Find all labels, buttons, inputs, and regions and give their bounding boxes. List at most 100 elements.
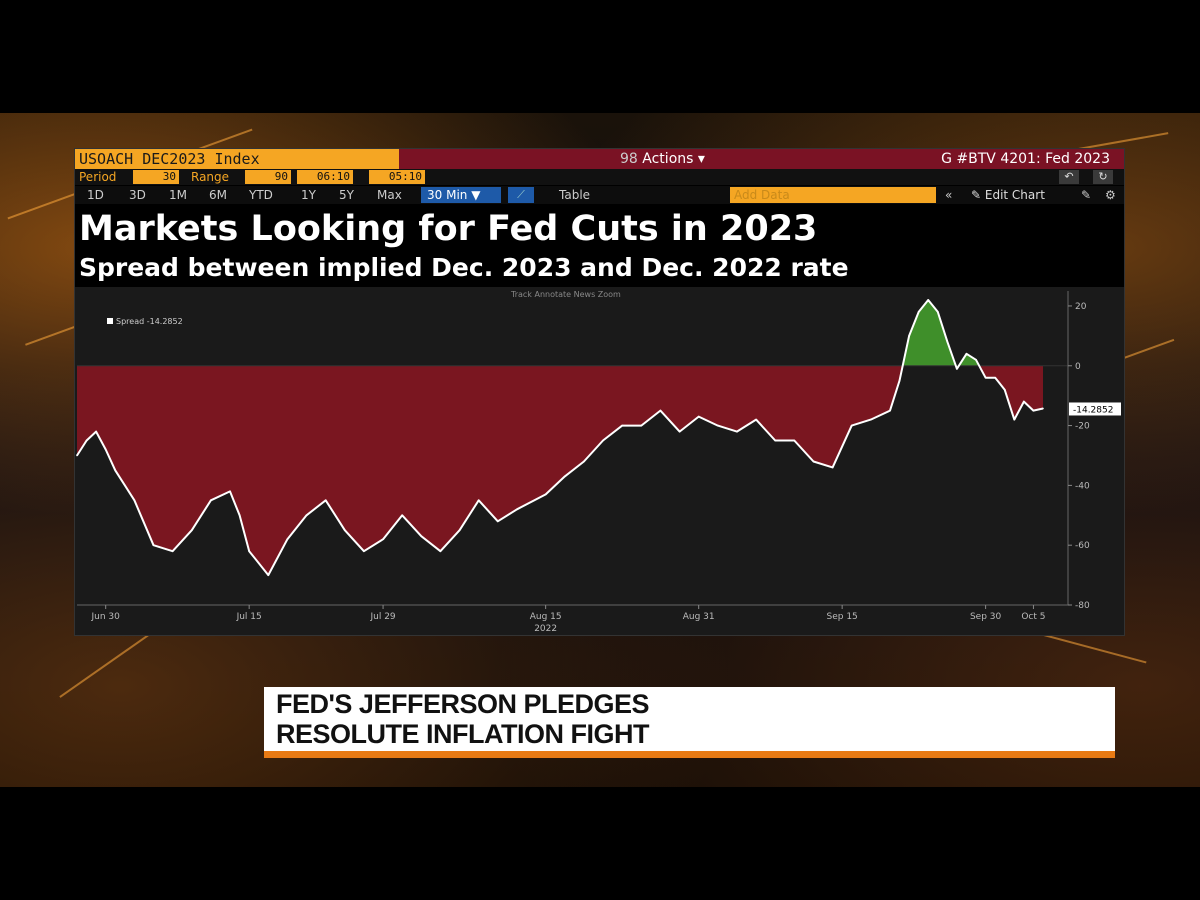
data-point bbox=[363, 550, 365, 552]
negative-area bbox=[77, 365, 1043, 576]
data-point bbox=[889, 409, 891, 412]
data-point bbox=[1032, 409, 1035, 412]
data-point bbox=[1023, 400, 1025, 403]
x-tick-label: Oct 5 bbox=[1021, 612, 1045, 622]
x-tick-label: Sep 15 bbox=[827, 612, 858, 622]
data-point bbox=[477, 499, 480, 502]
x-year-label: 2022 bbox=[534, 624, 557, 634]
range-input[interactable]: 90 bbox=[245, 170, 291, 184]
range-label: Range bbox=[191, 170, 230, 184]
spread-chart: 20 0 -20 -40 -60 -80 -14.2852 Jun 30 Jul 15 Jul 2… bbox=[76, 291, 1121, 634]
data-point bbox=[936, 311, 939, 313]
edit-icon[interactable]: ✎ bbox=[1081, 188, 1092, 202]
undo-icon[interactable]: ↶ bbox=[1059, 170, 1079, 184]
pencil-icon: ✎ bbox=[971, 188, 985, 202]
ticker-field[interactable]: USOACH DEC2023 Index bbox=[75, 149, 399, 169]
data-point bbox=[793, 439, 796, 442]
data-point bbox=[898, 379, 901, 382]
data-point bbox=[229, 490, 231, 493]
bloomberg-terminal-panel: USOACH DEC2023 Index 98 Actions ▾ G #BTV… bbox=[74, 148, 1125, 636]
time-from-input[interactable]: 06:10 bbox=[297, 170, 353, 184]
add-data-input[interactable]: Add Data bbox=[730, 187, 936, 203]
screen-title: G #BTV 4201: Fed 2023 bbox=[941, 151, 1110, 167]
data-point bbox=[946, 341, 949, 343]
range-toolbar: 1D 3D 1M 6M YTD 1Y 5Y Max 30 Min ▼ ⟋ Tab… bbox=[75, 186, 1124, 204]
data-point bbox=[927, 299, 930, 301]
letterbox-bottom bbox=[0, 787, 1200, 900]
x-tick-label: Jul 29 bbox=[369, 612, 395, 622]
data-point bbox=[621, 424, 623, 427]
data-point bbox=[994, 376, 996, 379]
actions-label: Actions bbox=[642, 151, 694, 167]
y-tick-label: -20 bbox=[1075, 422, 1090, 432]
y-tick-label: 0 bbox=[1075, 362, 1081, 372]
time-to-input[interactable]: 05:10 bbox=[369, 170, 425, 184]
data-point bbox=[190, 529, 193, 532]
data-point bbox=[544, 493, 547, 496]
data-point bbox=[85, 439, 88, 442]
data-point bbox=[850, 424, 853, 427]
range-btn-3d[interactable]: 3D bbox=[129, 188, 146, 202]
data-point bbox=[286, 538, 289, 541]
spread-line bbox=[76, 299, 1044, 577]
table-button[interactable]: Table bbox=[559, 188, 591, 202]
chart-subtitle: Spread between implied Dec. 2023 and Dec… bbox=[79, 253, 849, 282]
data-point bbox=[152, 544, 155, 546]
data-point bbox=[104, 448, 107, 451]
data-point bbox=[133, 499, 136, 502]
actions-number: 98 bbox=[620, 151, 638, 167]
edit-chart-button[interactable]: ✎ Edit Chart bbox=[971, 186, 1045, 204]
data-point bbox=[583, 460, 585, 463]
range-btn-1y[interactable]: 1Y bbox=[301, 188, 316, 202]
actions-menu[interactable]: 98 Actions ▾ bbox=[620, 149, 705, 169]
legend-swatch bbox=[107, 318, 113, 324]
data-point bbox=[420, 535, 423, 538]
terminal-header-bar: USOACH DEC2023 Index 98 Actions ▾ G #BTV… bbox=[75, 149, 1124, 169]
data-point bbox=[965, 353, 968, 355]
data-point bbox=[602, 439, 604, 442]
data-point bbox=[774, 439, 776, 442]
edit-chart-label: Edit Chart bbox=[984, 188, 1045, 202]
interval-dropdown[interactable]: 30 Min ▼ bbox=[421, 187, 501, 203]
chart-title: Markets Looking for Fed Cuts in 2023 bbox=[79, 209, 818, 249]
data-point bbox=[382, 538, 384, 541]
data-point bbox=[210, 499, 212, 502]
positive-area bbox=[902, 300, 980, 366]
chevron-down-icon: ▾ bbox=[697, 151, 705, 167]
y-tick-label: -80 bbox=[1075, 601, 1090, 611]
chart-legend: Spread -14.2852 bbox=[107, 317, 183, 326]
x-tick-label: Sep 30 bbox=[970, 612, 1002, 622]
x-tick-label: Jun 30 bbox=[90, 612, 120, 622]
period-input[interactable]: 30 bbox=[133, 170, 179, 184]
data-point bbox=[1042, 407, 1044, 410]
range-btn-6m[interactable]: 6M bbox=[209, 188, 227, 202]
data-point bbox=[659, 409, 662, 412]
range-btn-1m[interactable]: 1M bbox=[169, 188, 187, 202]
range-btn-ytd[interactable]: YTD bbox=[249, 188, 273, 202]
data-point bbox=[812, 460, 815, 463]
y-tick-label: -40 bbox=[1075, 481, 1090, 491]
data-point bbox=[1013, 418, 1016, 421]
data-point bbox=[975, 358, 977, 361]
gear-icon[interactable]: ⚙ bbox=[1105, 188, 1116, 202]
range-btn-1d[interactable]: 1D bbox=[87, 188, 104, 202]
range-btn-max[interactable]: Max bbox=[377, 188, 402, 202]
data-point bbox=[917, 311, 920, 313]
chart-modes[interactable]: Track Annotate News Zoom bbox=[511, 290, 621, 299]
data-point bbox=[458, 529, 461, 532]
data-point bbox=[908, 335, 910, 337]
x-tick-label: Aug 15 bbox=[530, 612, 562, 622]
headline-line-2: RESOLUTE INFLATION FIGHT bbox=[276, 719, 649, 749]
data-point bbox=[248, 550, 250, 552]
data-point bbox=[984, 376, 987, 379]
data-point bbox=[956, 367, 958, 370]
line-chart-icon[interactable]: ⟋ bbox=[508, 187, 534, 203]
collapse-icon[interactable]: « bbox=[945, 188, 953, 202]
letterbox-top bbox=[0, 0, 1200, 113]
data-point bbox=[1003, 388, 1006, 391]
data-point bbox=[238, 514, 241, 517]
refresh-icon[interactable]: ↻ bbox=[1093, 170, 1113, 184]
range-btn-5y[interactable]: 5Y bbox=[339, 188, 354, 202]
data-point bbox=[831, 466, 834, 469]
data-point bbox=[697, 415, 700, 418]
